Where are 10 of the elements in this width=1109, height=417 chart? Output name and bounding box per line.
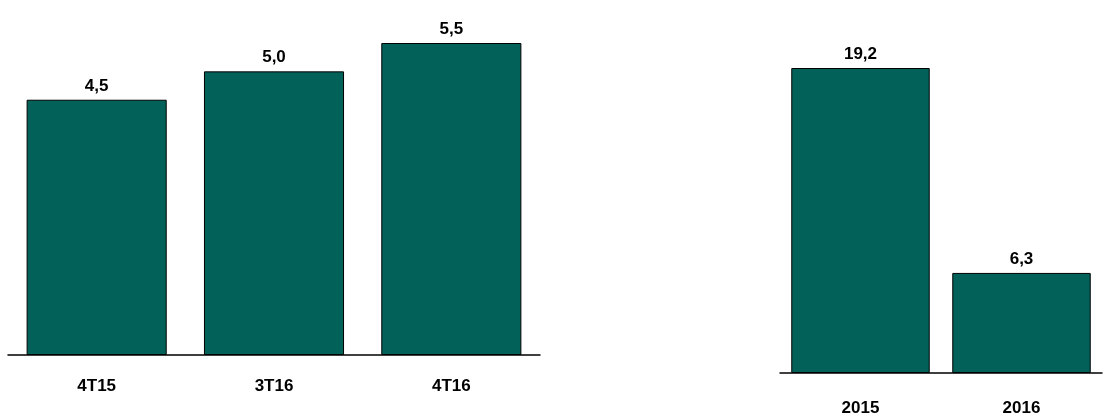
x-tick-label: 3T16: [254, 376, 294, 395]
x-tick-label: 2016: [1002, 398, 1041, 417]
data-label: 4,5: [84, 75, 109, 95]
x-tick-label: 4T15: [77, 376, 117, 395]
data-label: 19,2: [843, 44, 878, 63]
x-tick-label: 4T16: [431, 376, 471, 395]
x-tick-label: 2015: [841, 398, 880, 417]
data-label: 5,5: [439, 19, 464, 38]
data-label: 6,3: [1009, 248, 1034, 268]
data-label: 5,0: [262, 47, 286, 67]
